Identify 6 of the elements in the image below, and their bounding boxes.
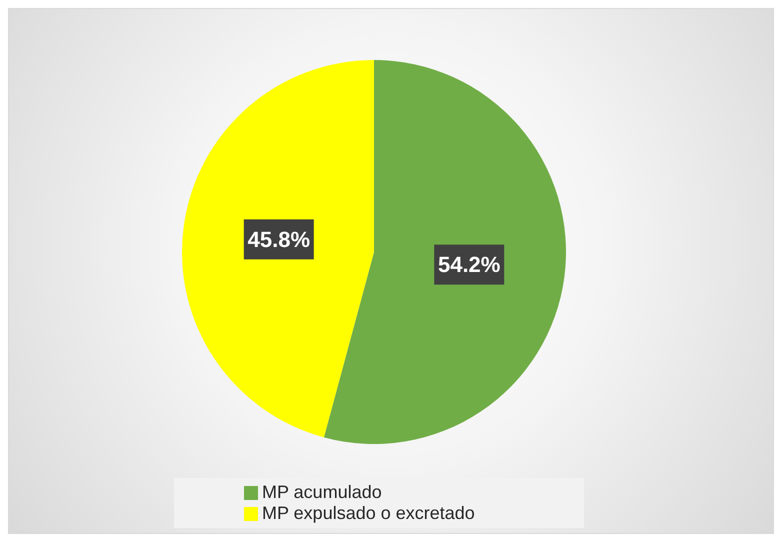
pie-slice xyxy=(182,60,374,438)
legend-label: MP expulsado o excretado xyxy=(262,503,475,523)
pie-slice xyxy=(324,60,566,444)
data-label: 54.2% xyxy=(438,252,500,278)
legend-label: MP acumulado xyxy=(262,482,382,502)
data-label: 45.8% xyxy=(248,226,310,252)
